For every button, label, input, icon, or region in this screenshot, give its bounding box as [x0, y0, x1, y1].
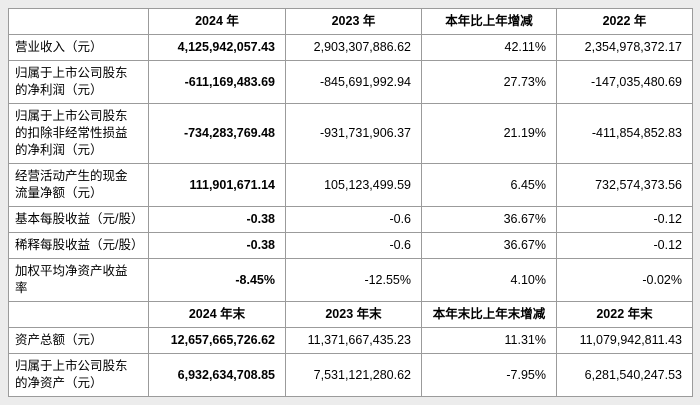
header-empty [8, 301, 149, 328]
header-2022: 2022 年 [556, 8, 693, 35]
row-label: 稀释每股收益（元/股） [8, 232, 149, 259]
yoy-change: 4.10% [421, 258, 557, 302]
value-2023: -0.6 [285, 206, 422, 233]
row-net-assets-attributable: 归属于上市公司股东的净资产（元） 6,932,634,708.85 7,531,… [8, 353, 693, 397]
row-label: 营业收入（元） [8, 34, 149, 61]
value-2024: 12,657,665,726.62 [148, 327, 286, 354]
value-2022: 732,574,373.56 [556, 163, 693, 207]
value-2022: -411,854,852.83 [556, 103, 693, 164]
value-2022: 11,079,942,811.43 [556, 327, 693, 354]
value-2023: -931,731,906.37 [285, 103, 422, 164]
header-2024-year-end: 2024 年末 [148, 301, 286, 328]
yoy-change: 36.67% [421, 206, 557, 233]
value-2023: -12.55% [285, 258, 422, 302]
value-2024: -8.45% [148, 258, 286, 302]
row-total-assets: 资产总额（元） 12,657,665,726.62 11,371,667,435… [8, 327, 693, 354]
row-basic-eps: 基本每股收益（元/股） -0.38 -0.6 36.67% -0.12 [8, 206, 693, 233]
row-operating-revenue: 营业收入（元） 4,125,942,057.43 2,903,307,886.6… [8, 34, 693, 61]
yoy-change: 36.67% [421, 232, 557, 259]
row-label: 资产总额（元） [8, 327, 149, 354]
value-2024: 111,901,671.14 [148, 163, 286, 207]
value-2024: 6,932,634,708.85 [148, 353, 286, 397]
row-net-profit-attributable: 归属于上市公司股东的净利润（元） -611,169,483.69 -845,69… [8, 60, 693, 104]
value-2023: 105,123,499.59 [285, 163, 422, 207]
value-2023: 11,371,667,435.23 [285, 327, 422, 354]
header-2023-year-end: 2023 年末 [285, 301, 422, 328]
yoy-change: 6.45% [421, 163, 557, 207]
value-2023: 7,531,121,280.62 [285, 353, 422, 397]
yoy-change: 42.11% [421, 34, 557, 61]
header-2022-year-end: 2022 年末 [556, 301, 693, 328]
row-label: 经营活动产生的现金流量净额（元） [8, 163, 149, 207]
header-2024: 2024 年 [148, 8, 286, 35]
row-net-profit-excl-nonrecurring: 归属于上市公司股东的扣除非经常性损益的净利润（元） -734,283,769.4… [8, 103, 693, 164]
yoy-change: 21.19% [421, 103, 557, 164]
header-year-end-change: 本年末比上年末增减 [421, 301, 557, 328]
value-2024: -734,283,769.48 [148, 103, 286, 164]
header-2023: 2023 年 [285, 8, 422, 35]
value-2022: 2,354,978,372.17 [556, 34, 693, 61]
row-label: 归属于上市公司股东的净资产（元） [8, 353, 149, 397]
financial-summary-table: 2024 年 2023 年 本年比上年增减 2022 年 营业收入（元） 4,1… [8, 8, 693, 397]
value-2022: -147,035,480.69 [556, 60, 693, 104]
year-end-header-row: 2024 年末 2023 年末 本年末比上年末增减 2022 年末 [8, 301, 693, 328]
yoy-change: -7.95% [421, 353, 557, 397]
row-operating-cash-flow: 经营活动产生的现金流量净额（元） 111,901,671.14 105,123,… [8, 163, 693, 207]
value-2023: -845,691,992.94 [285, 60, 422, 104]
header-yoy-change: 本年比上年增减 [421, 8, 557, 35]
yoy-change: 11.31% [421, 327, 557, 354]
value-2023: -0.6 [285, 232, 422, 259]
value-2024: -0.38 [148, 232, 286, 259]
value-2022: 6,281,540,247.53 [556, 353, 693, 397]
value-2023: 2,903,307,886.62 [285, 34, 422, 61]
yoy-change: 27.73% [421, 60, 557, 104]
row-diluted-eps: 稀释每股收益（元/股） -0.38 -0.6 36.67% -0.12 [8, 232, 693, 259]
row-label: 归属于上市公司股东的净利润（元） [8, 60, 149, 104]
row-label: 归属于上市公司股东的扣除非经常性损益的净利润（元） [8, 103, 149, 164]
value-2022: -0.12 [556, 232, 693, 259]
value-2022: -0.02% [556, 258, 693, 302]
row-label: 基本每股收益（元/股） [8, 206, 149, 233]
value-2022: -0.12 [556, 206, 693, 233]
value-2024: 4,125,942,057.43 [148, 34, 286, 61]
value-2024: -611,169,483.69 [148, 60, 286, 104]
annual-header-row: 2024 年 2023 年 本年比上年增减 2022 年 [8, 8, 693, 35]
value-2024: -0.38 [148, 206, 286, 233]
header-empty [8, 8, 149, 35]
row-weighted-avg-roe: 加权平均净资产收益率 -8.45% -12.55% 4.10% -0.02% [8, 258, 693, 302]
row-label: 加权平均净资产收益率 [8, 258, 149, 302]
